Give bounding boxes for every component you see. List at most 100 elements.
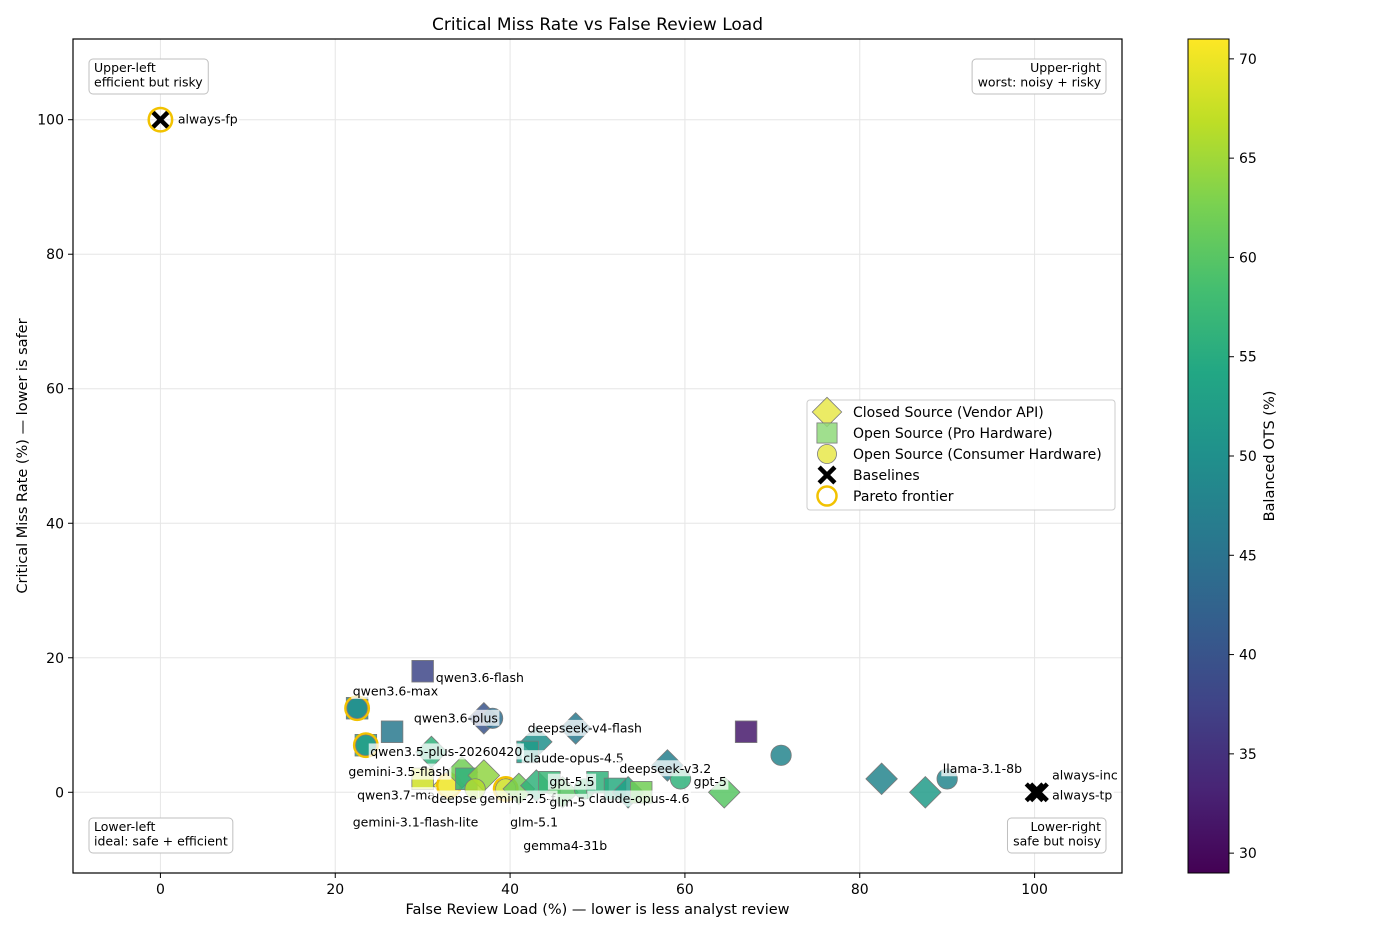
point-label-bg	[477, 790, 558, 807]
x-tick-label: 100	[1021, 882, 1048, 898]
data-point	[150, 109, 171, 130]
point-label: gemma4-31b	[523, 838, 607, 853]
point-label: deepseek-v3.2	[619, 761, 711, 776]
point-label-bg	[617, 760, 713, 777]
quadrant-note-box	[88, 58, 209, 95]
colorbar-tick-label: 60	[1239, 250, 1257, 266]
point-label: always-fp	[178, 112, 238, 127]
point-label-bg	[521, 837, 609, 854]
y-tick-label: 60	[46, 382, 64, 398]
point-label-bg	[692, 773, 729, 790]
legend: Closed Source (Vendor API) Open Source (P…	[806, 396, 1116, 511]
colorbar-tick-label: 40	[1239, 648, 1257, 664]
quadrant-note-text: Upper-right	[1030, 60, 1101, 75]
data-point	[770, 744, 792, 766]
point-label: qwen3.6-flash	[436, 670, 524, 685]
axes: 0 20 40 60 80 100 0 20 40 60 80 100	[37, 38, 1123, 898]
point-label: qwen3.5-plus-20260420	[370, 744, 522, 759]
point-label-bg	[176, 111, 240, 128]
y-tick-label: 0	[55, 785, 64, 801]
point-label: glm-5	[549, 794, 585, 809]
point-label: llama-3.1-8b	[943, 761, 1022, 776]
quadrant-note-text: Lower-right	[1030, 819, 1101, 834]
chart-title: Critical Miss Rate vs False Review Load	[432, 15, 763, 35]
quadrant-note-box	[88, 817, 234, 854]
colorbar: 30 35 40 45 50 55 60 65 70	[1187, 38, 1257, 874]
plot-frame	[72, 38, 1123, 874]
legend-label: Baselines	[853, 468, 920, 484]
colorbar-fill	[1187, 38, 1230, 874]
x-stroke	[817, 465, 837, 485]
point-label-bg	[526, 719, 644, 736]
data-point	[865, 762, 898, 796]
data-point	[1024, 782, 1045, 803]
quadrant-note-text: ideal: safe + efficient	[94, 834, 228, 849]
point-label-bg	[547, 773, 597, 790]
quadrant-note-box	[971, 58, 1107, 95]
legend-marker	[817, 444, 837, 464]
colorbar-tick-label: 70	[1239, 52, 1257, 68]
pareto-ring	[147, 106, 174, 133]
legend-box	[806, 399, 1116, 511]
point-label: claude-opus-4.5	[523, 751, 624, 766]
point-label: gemini-3.1-flash-lite	[353, 815, 479, 830]
legend-marker	[817, 465, 837, 485]
colorbar-label: Balanced OTS (%)	[1262, 391, 1278, 522]
quadrant-note-box	[1006, 817, 1107, 854]
legend-marker	[816, 422, 838, 444]
legend-label: Pareto frontier	[853, 489, 954, 505]
point-label: gemini-3.5-flash	[348, 764, 450, 779]
legend-label: Open Source (Consumer Hardware)	[853, 447, 1102, 463]
y-tick-label: 80	[46, 247, 64, 263]
point-label: gpt-5	[694, 774, 727, 789]
x-stroke	[150, 109, 171, 130]
data-point	[908, 775, 942, 809]
point-label-bg	[346, 763, 452, 780]
point-label-bg	[351, 682, 440, 699]
x-tick-label: 60	[676, 882, 694, 898]
data-point	[1029, 782, 1049, 803]
point-label: deepseek-v4-flash	[528, 720, 642, 735]
colorbar-tick-label: 65	[1239, 151, 1257, 167]
colorbar-tick-label: 55	[1239, 350, 1257, 366]
point-label-bg	[508, 814, 560, 831]
point-label-bg	[412, 709, 500, 726]
x-tick-label: 40	[501, 882, 519, 898]
point-label-bg	[547, 793, 587, 810]
point-label-bg	[368, 743, 524, 760]
x-tick-label: 0	[156, 882, 165, 898]
y-tick-label: 100	[37, 113, 64, 129]
data-point	[380, 720, 404, 743]
colorbar-tick-label: 35	[1239, 747, 1257, 763]
point-label-bg	[521, 750, 626, 767]
point-label-bg	[587, 790, 692, 807]
point-label: qwen3.7-ma	[357, 788, 435, 803]
legend-marker	[816, 485, 838, 507]
point-label-bg	[1050, 787, 1114, 804]
colorbar-tick-label: 50	[1239, 449, 1257, 465]
quadrant-note-text: safe but noisy	[1013, 834, 1102, 849]
colorbar-tick-label: 45	[1239, 548, 1257, 564]
point-label-bg	[434, 669, 526, 686]
y-axis-label: Critical Miss Rate (%) — lower is safer	[15, 318, 31, 593]
legend-label: Open Source (Pro Hardware)	[853, 426, 1053, 442]
point-label-bg	[429, 790, 479, 807]
point-label: qwen3.6-plus	[414, 710, 498, 725]
point-label-bg	[941, 760, 1024, 777]
point-label: gemini-2.5-f	[479, 791, 556, 806]
y-tick-label: 20	[46, 651, 64, 667]
point-label: claude-opus-4.6	[589, 791, 690, 806]
point-labels: always-fp always-inc always-tp qwen3.6-flas…	[176, 111, 1120, 854]
legend-label: Closed Source (Vendor API)	[853, 405, 1044, 421]
point-label: always-tp	[1052, 788, 1112, 803]
data-point	[346, 697, 368, 719]
data-point	[734, 720, 758, 743]
quadrant-note-text: worst: noisy + risky	[978, 75, 1102, 90]
data-point	[411, 660, 434, 683]
point-label: always-inc	[1052, 767, 1118, 782]
